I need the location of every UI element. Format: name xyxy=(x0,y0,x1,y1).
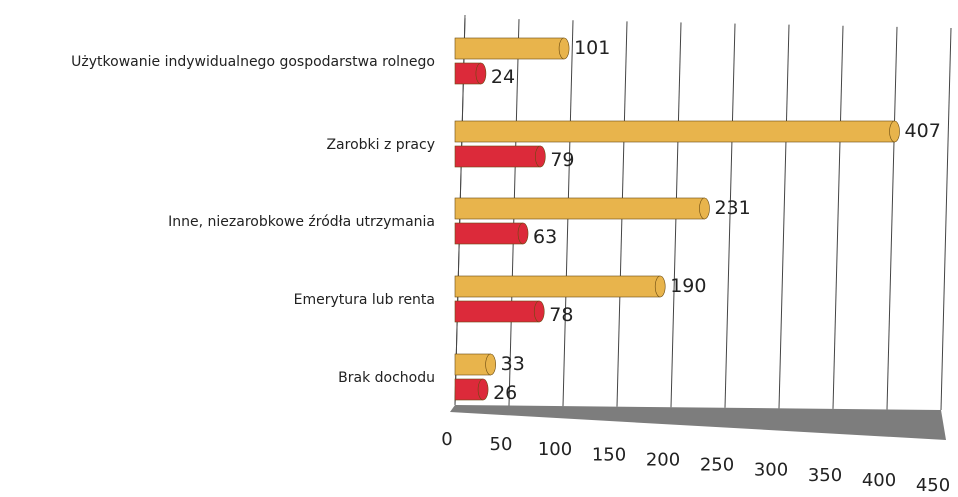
bar xyxy=(454,353,491,376)
value-label: 78 xyxy=(549,304,573,326)
category-label: Użytkowanie indywidualnego gospodarstwa … xyxy=(71,54,435,70)
value-label: 79 xyxy=(550,149,574,171)
bar xyxy=(454,145,541,168)
bar xyxy=(454,197,705,220)
value-label: 26 xyxy=(493,382,517,404)
category-label: Inne, niezarobkowe źródła utrzymania xyxy=(168,214,435,230)
x-tick-label: 450 xyxy=(916,475,950,496)
bar-cap xyxy=(699,197,710,220)
bar-cap xyxy=(517,222,529,245)
bar-cap xyxy=(477,378,489,401)
grid-line xyxy=(886,26,898,410)
value-label: 231 xyxy=(714,197,750,219)
bar-cap xyxy=(535,145,546,168)
bar xyxy=(454,120,895,143)
value-label: 33 xyxy=(501,353,525,375)
x-tick-label: 400 xyxy=(862,470,896,491)
grid-line xyxy=(940,27,952,411)
bar-cap xyxy=(533,300,545,323)
x-tick-label: 350 xyxy=(808,465,842,486)
category-label: Brak dochodu xyxy=(338,370,435,386)
value-label: 101 xyxy=(574,37,610,59)
x-tick-label: 200 xyxy=(646,449,680,470)
floor xyxy=(450,405,946,440)
bar xyxy=(454,275,661,298)
value-label: 407 xyxy=(905,120,941,142)
x-tick-label: 100 xyxy=(538,439,572,460)
value-label: 63 xyxy=(533,226,557,248)
category-label: Zarobki z pracy xyxy=(326,137,435,153)
grid-line xyxy=(724,23,736,408)
bar-cap xyxy=(558,37,570,60)
category-label: Emerytura lub renta xyxy=(294,292,435,308)
x-tick-label: 250 xyxy=(700,455,734,476)
value-label: 24 xyxy=(491,66,515,88)
bar xyxy=(454,222,524,245)
x-tick-label: 50 xyxy=(490,434,513,455)
bar-cap xyxy=(889,120,900,143)
bar-cap xyxy=(475,62,487,85)
grid-line xyxy=(778,24,790,409)
bar xyxy=(454,37,565,60)
value-label: 190 xyxy=(670,275,706,297)
x-tick-label: 300 xyxy=(754,460,788,481)
bar-cap xyxy=(485,353,496,376)
bar xyxy=(454,300,540,323)
grid-line xyxy=(832,25,844,409)
x-tick-label: 0 xyxy=(441,429,452,450)
bar-cap xyxy=(654,275,666,298)
x-tick-label: 150 xyxy=(592,444,626,465)
